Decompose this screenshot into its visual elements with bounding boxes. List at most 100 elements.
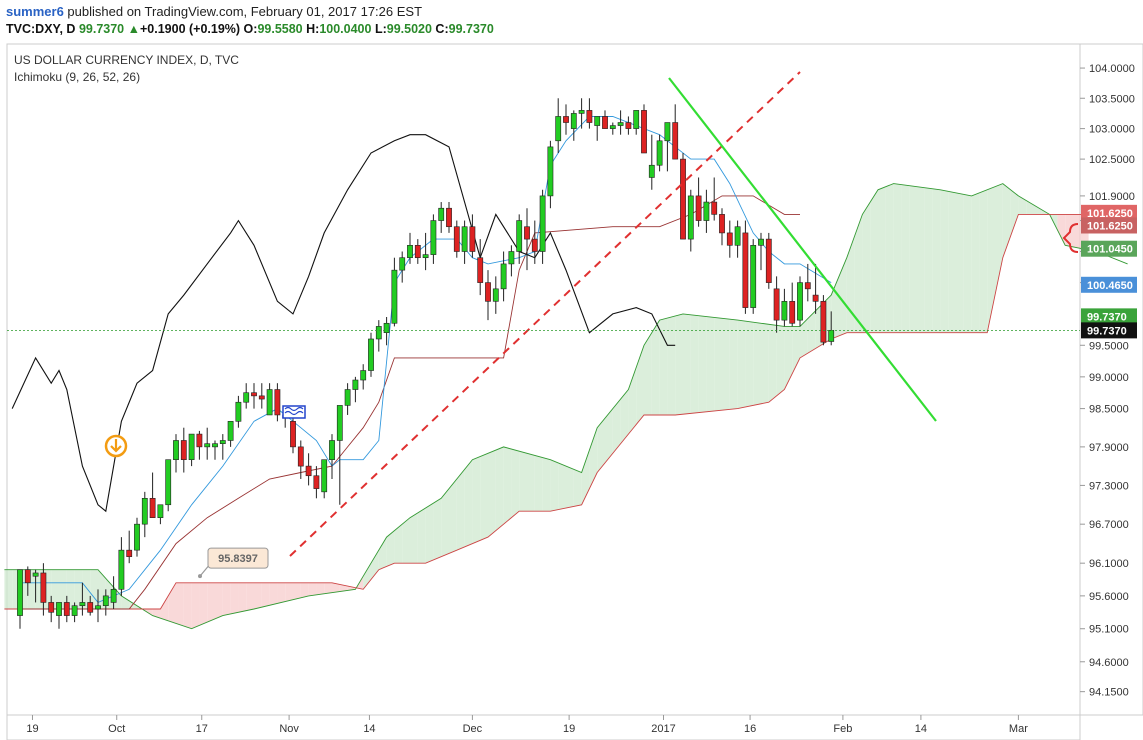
candle-body <box>531 238 538 252</box>
candle-body <box>500 263 507 290</box>
high-value: 100.0400 <box>319 22 372 36</box>
cloud-segment <box>269 582 278 606</box>
cloud-segment <box>183 582 192 629</box>
cloud-segment <box>441 488 449 557</box>
cloud-segment <box>870 189 878 333</box>
cloud-segment <box>417 507 426 564</box>
cloud-segment <box>230 582 239 614</box>
candle-body <box>524 226 530 240</box>
candle-body <box>126 549 133 557</box>
price-tag-label: 101.6250 <box>1087 208 1133 220</box>
y-tick-label: 96.7000 <box>1089 519 1129 531</box>
price-axis-area[interactable] <box>1079 43 1143 716</box>
cloud-segment <box>222 582 231 616</box>
y-tick-label: 102.5000 <box>1089 154 1135 166</box>
cloud-segment <box>363 563 371 590</box>
cloud-segment <box>995 183 1003 296</box>
candle-body <box>17 569 23 616</box>
candle-body <box>212 443 218 448</box>
candle-body <box>336 405 343 441</box>
cloud-segment <box>246 582 254 611</box>
cloud-segment <box>542 457 551 512</box>
open-label: O: <box>243 22 258 36</box>
candle-body <box>251 392 257 397</box>
candle-body <box>812 294 819 302</box>
y-tick-label: 98.5000 <box>1089 404 1129 416</box>
candle-body <box>368 338 374 371</box>
cloud-segment <box>917 186 925 333</box>
chart-header: summer6 published on TradingView.com, Fe… <box>0 0 1143 40</box>
cloud-segment <box>956 192 964 333</box>
senkou-span-a-line <box>4 183 1128 630</box>
x-tick-label: Dec <box>463 723 483 735</box>
candle-body <box>648 164 655 178</box>
candle-body <box>32 572 39 577</box>
cloud-segment <box>238 582 247 613</box>
candle-body <box>797 282 803 321</box>
price-tag-label: 99.7370 <box>1087 325 1127 337</box>
candle-body <box>110 589 117 603</box>
candle-body <box>516 220 523 252</box>
y-tick-label: 95.6000 <box>1089 591 1129 603</box>
cloud-segment <box>971 192 980 333</box>
cloud-segment <box>74 569 83 609</box>
candle-body <box>547 146 554 197</box>
candle-body <box>407 245 413 259</box>
cloud-segment <box>690 314 699 414</box>
candle-body <box>594 116 601 126</box>
candle-body <box>79 602 86 607</box>
candle-body <box>750 245 757 308</box>
candle-body <box>539 195 546 252</box>
change-value: +0.1900 (+0.19%) <box>139 22 241 36</box>
cloud-segment <box>581 450 590 505</box>
candle-body <box>102 595 109 607</box>
cloud-segment <box>495 446 504 531</box>
candle-body <box>804 282 811 290</box>
candle-body <box>165 459 172 506</box>
y-tick-label: 103.5000 <box>1089 93 1135 105</box>
cloud-segment <box>332 582 340 593</box>
cloud-segment <box>371 550 379 580</box>
cloud-segment <box>449 478 457 554</box>
cloud-segment <box>597 418 605 473</box>
cloud-segment <box>831 276 839 339</box>
price-chart[interactable]: 95.8397 104.0000 103.5000 103.0000 102.5000… <box>0 40 1143 740</box>
price-tag <box>1081 322 1137 339</box>
annotation-dot <box>198 574 202 579</box>
cloud-segment <box>612 399 621 454</box>
cloud-segment <box>698 315 707 413</box>
cloud-segment <box>878 186 886 333</box>
x-tick-label: 14 <box>363 723 375 735</box>
y-tick-label: 99.5000 <box>1089 340 1129 352</box>
candle-body <box>758 238 764 246</box>
annotation-price-label: 95.8397 <box>218 553 258 565</box>
author-link[interactable]: summer6 <box>6 4 64 19</box>
time-axis-area[interactable] <box>6 714 1081 740</box>
candle-body <box>134 523 140 551</box>
candle-body <box>391 269 398 324</box>
cloud-segment <box>386 530 395 567</box>
candle-body <box>820 301 827 343</box>
candle-body <box>305 465 312 477</box>
candle-body <box>633 110 640 129</box>
cloud-segment <box>59 569 67 609</box>
cloud-segment <box>620 389 629 444</box>
candle-body <box>453 226 460 252</box>
candle-body <box>399 257 406 271</box>
y-tick-label: 97.3000 <box>1089 480 1129 492</box>
candle-body <box>56 602 62 616</box>
cloud-segment <box>722 318 730 411</box>
candle-body <box>656 140 663 166</box>
cloud-segment <box>402 517 410 564</box>
cloud-segment <box>339 584 348 592</box>
ohlc-line: TVC:DXY, D 99.7370 ▲+0.1900 (+0.19%) O:9… <box>6 22 494 36</box>
cloud-segment <box>425 503 434 564</box>
cloud-segment <box>215 582 223 619</box>
candle-body <box>360 370 367 381</box>
cloud-segment <box>909 185 917 333</box>
candle-body <box>321 459 328 493</box>
dashed-trend-line <box>289 71 801 557</box>
cloud-segment <box>433 498 442 560</box>
candle-body <box>24 569 31 584</box>
cloud-segment <box>261 582 270 608</box>
